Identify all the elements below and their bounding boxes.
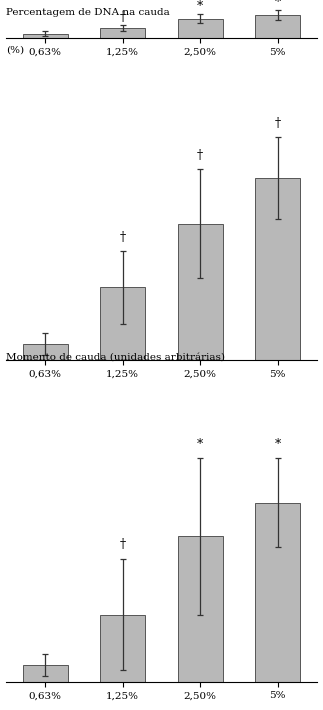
- Text: Percentagem de DNA na cauda: Percentagem de DNA na cauda: [6, 8, 170, 17]
- Text: *: *: [275, 437, 281, 451]
- Bar: [178, 18, 223, 38]
- Text: †: †: [197, 149, 203, 162]
- Text: †: †: [120, 11, 126, 24]
- Text: †: †: [120, 231, 126, 244]
- Text: *: *: [275, 0, 281, 9]
- Bar: [100, 28, 145, 38]
- Bar: [255, 503, 300, 682]
- Bar: [23, 344, 68, 360]
- Text: †: †: [120, 538, 126, 552]
- Bar: [100, 614, 145, 682]
- Text: Momento de cauda (unidades arbitrárias): Momento de cauda (unidades arbitrárias): [6, 353, 225, 362]
- Bar: [255, 178, 300, 360]
- Text: *: *: [197, 437, 203, 451]
- Bar: [23, 665, 68, 682]
- Text: (%): (%): [6, 45, 25, 55]
- Text: *: *: [197, 0, 203, 13]
- Text: †: †: [275, 117, 281, 130]
- Bar: [178, 536, 223, 682]
- Bar: [100, 288, 145, 360]
- Bar: [23, 33, 68, 38]
- Bar: [178, 224, 223, 360]
- Bar: [255, 15, 300, 38]
